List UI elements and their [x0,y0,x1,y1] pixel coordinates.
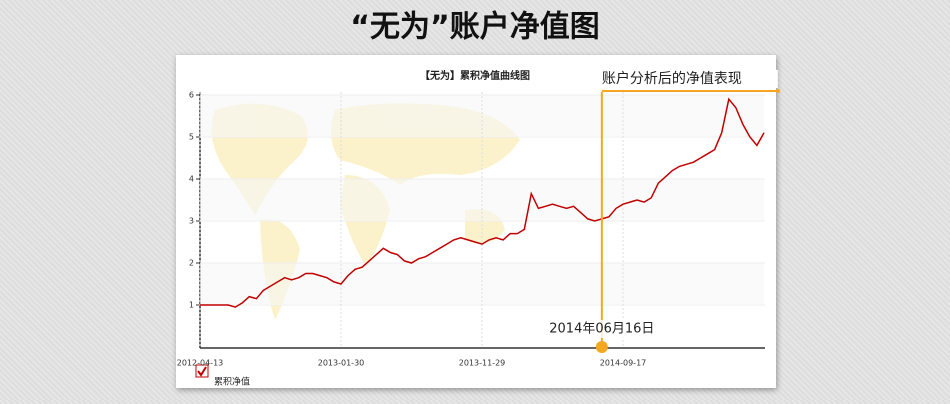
y-tick-label: 5 [189,133,194,142]
annotation-note: 账户分析后的净值表现 [602,70,742,87]
x-tick-label: 2012-04-13 [177,359,224,368]
annotation-date: 2014年06月16日 [549,322,654,337]
legend-check [197,366,207,377]
y-tick-label: 2 [189,259,194,268]
y-tick-label: 6 [189,91,194,100]
annotation-note-bg [599,70,778,88]
x-tick-label: 2014-09-17 [600,359,647,368]
page-title: “无为”账户净值图 [350,10,599,45]
legend-label[interactable]: 累积净值 [214,376,250,388]
chart-title: 【无为】累积净值曲线图 [420,69,530,82]
y-tick-label: 4 [189,175,194,184]
annotation-date-bg [549,320,660,338]
annotation-end-dot [776,89,780,93]
x-tick-label: 2013-01-30 [318,359,365,368]
annotation-dot [595,341,608,353]
y-tick-label: 3 [189,217,194,226]
series-line [200,97,765,308]
y-tick-label: 1 [189,301,194,310]
x-tick-label: 2013-11-29 [459,359,506,368]
